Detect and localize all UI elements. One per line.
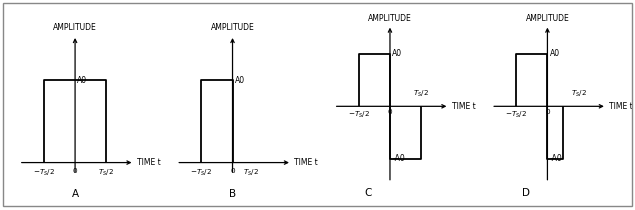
- Text: TIME t: TIME t: [609, 102, 633, 111]
- Text: $T_S/2$: $T_S/2$: [243, 168, 259, 178]
- Text: TIME t: TIME t: [295, 158, 318, 167]
- Text: $T_S/2$: $T_S/2$: [413, 89, 429, 100]
- Text: AMPLITUDE: AMPLITUDE: [526, 14, 570, 23]
- Text: -A0: -A0: [392, 155, 405, 163]
- Text: A0: A0: [550, 49, 559, 58]
- Text: 0: 0: [73, 168, 77, 173]
- Text: 0: 0: [231, 168, 235, 173]
- Text: AMPLITUDE: AMPLITUDE: [53, 23, 97, 32]
- Text: A: A: [72, 189, 79, 199]
- Text: AMPLITUDE: AMPLITUDE: [368, 14, 412, 23]
- Text: 0: 0: [387, 109, 392, 116]
- Text: D: D: [521, 188, 530, 198]
- Text: AMPLITUDE: AMPLITUDE: [211, 23, 255, 32]
- Text: $-T_S/2$: $-T_S/2$: [33, 168, 55, 178]
- Text: A0: A0: [392, 49, 403, 58]
- Text: $T_S/2$: $T_S/2$: [98, 168, 114, 178]
- Text: A0: A0: [77, 76, 88, 85]
- Text: TIME t: TIME t: [137, 158, 161, 167]
- Text: TIME t: TIME t: [452, 102, 476, 111]
- Text: -A0: -A0: [550, 155, 563, 163]
- Text: $-T_S/2$: $-T_S/2$: [190, 168, 212, 178]
- Text: A0: A0: [235, 76, 245, 85]
- Text: $-T_S/2$: $-T_S/2$: [348, 109, 370, 120]
- Text: 0: 0: [545, 109, 550, 116]
- Text: B: B: [229, 189, 236, 199]
- Text: C: C: [364, 188, 372, 198]
- Text: $-T_S/2$: $-T_S/2$: [505, 109, 527, 120]
- Text: $T_S/2$: $T_S/2$: [571, 89, 587, 100]
